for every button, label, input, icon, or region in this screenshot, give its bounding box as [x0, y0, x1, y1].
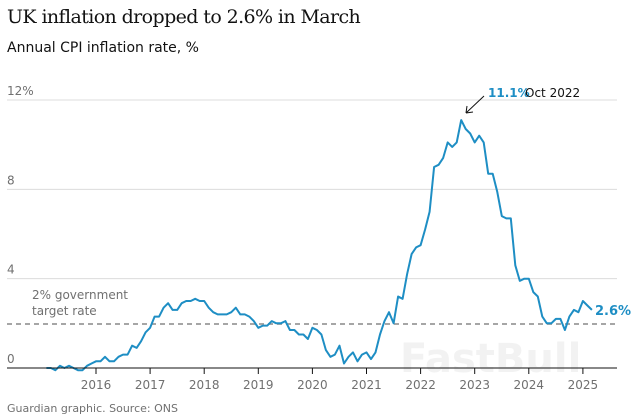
peak-arrow-icon	[465, 95, 485, 114]
watermark: FastBull	[400, 336, 581, 382]
chart-title: UK inflation dropped to 2.6% in March	[7, 6, 361, 28]
x-tick-label: 2025	[568, 378, 599, 392]
x-tick-label: 2024	[514, 378, 545, 392]
x-tick-label: 2016	[81, 378, 112, 392]
chart-subtitle: Annual CPI inflation rate, %	[7, 40, 199, 56]
peak-date-label: Oct 2022	[525, 86, 580, 100]
x-tick-label: 2023	[459, 378, 490, 392]
x-tick-label: 2022	[405, 378, 436, 392]
y-tick-label: 12%	[7, 84, 34, 98]
x-tick-label: 2020	[297, 378, 328, 392]
x-tick-label: 2017	[135, 378, 166, 392]
series-line-cpi	[46, 119, 593, 372]
x-tick-label: 2018	[189, 378, 220, 392]
peak-value-label: 11.1%	[488, 86, 530, 100]
y-tick-label: 0	[7, 352, 15, 366]
x-tick-label: 2021	[351, 378, 382, 392]
target-label-1: 2% government	[32, 288, 128, 302]
y-tick-label: 8	[7, 173, 15, 187]
x-tick-label: 2019	[243, 378, 274, 392]
last-value-label: 2.6%	[595, 304, 631, 319]
target-label-2: target rate	[32, 304, 97, 318]
source-note: Guardian graphic. Source: ONS	[7, 402, 178, 415]
y-tick-label: 4	[7, 263, 15, 277]
